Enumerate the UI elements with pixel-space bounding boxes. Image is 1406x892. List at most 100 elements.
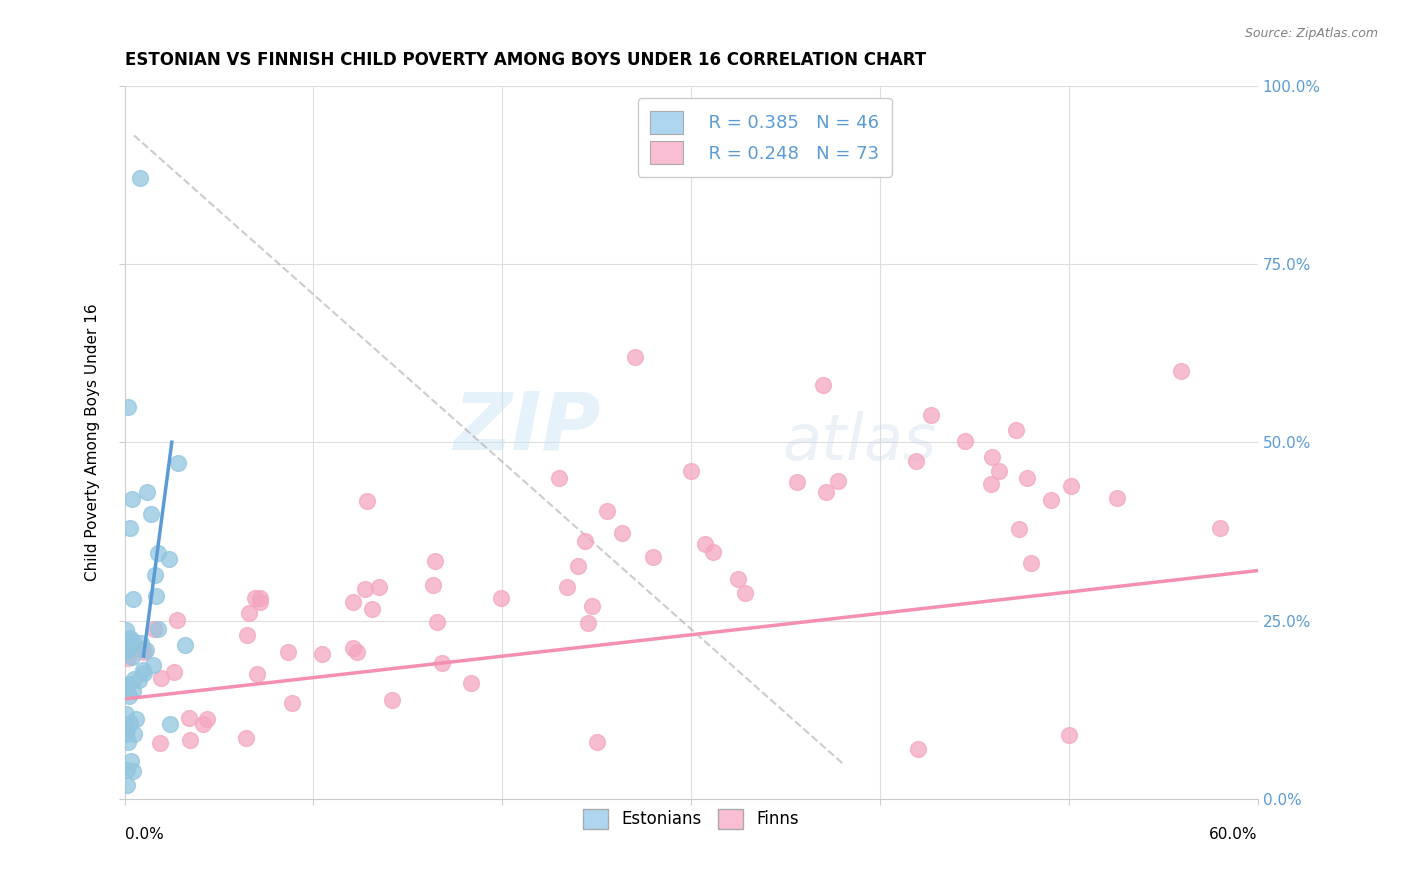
Point xyxy=(567,558,589,573)
Point xyxy=(786,475,808,489)
Point xyxy=(426,615,449,630)
Point xyxy=(249,595,271,609)
Point xyxy=(177,710,200,724)
Text: atlas: atlas xyxy=(782,411,936,473)
Point xyxy=(432,656,454,670)
Point xyxy=(907,742,929,756)
Point xyxy=(118,632,141,646)
Point xyxy=(681,464,703,478)
Point xyxy=(727,572,749,586)
Point xyxy=(354,582,377,596)
Point xyxy=(612,525,634,540)
Point xyxy=(734,586,756,600)
Point xyxy=(596,504,619,518)
Point xyxy=(425,554,447,568)
Point xyxy=(159,717,181,731)
Point xyxy=(120,754,142,768)
Point xyxy=(920,408,942,422)
Point xyxy=(128,171,150,186)
Point xyxy=(238,607,260,621)
Point xyxy=(117,643,139,657)
Point xyxy=(115,643,138,657)
Point xyxy=(1039,492,1062,507)
Point xyxy=(115,727,138,741)
Point xyxy=(115,763,138,777)
Point xyxy=(122,727,145,741)
Point xyxy=(813,378,835,392)
Point xyxy=(132,641,155,656)
Point xyxy=(368,581,391,595)
Point xyxy=(146,546,169,560)
Point xyxy=(342,595,364,609)
Text: 60.0%: 60.0% xyxy=(1209,828,1258,842)
Y-axis label: Child Poverty Among Boys Under 16: Child Poverty Among Boys Under 16 xyxy=(86,303,100,581)
Point xyxy=(236,628,259,642)
Text: ESTONIAN VS FINNISH CHILD POVERTY AMONG BOYS UNDER 16 CORRELATION CHART: ESTONIAN VS FINNISH CHILD POVERTY AMONG … xyxy=(125,51,925,69)
Point xyxy=(139,507,162,521)
Point xyxy=(195,712,218,726)
Point xyxy=(115,681,138,696)
Point xyxy=(243,591,266,605)
Point xyxy=(623,350,645,364)
Point xyxy=(953,434,976,449)
Point xyxy=(249,591,271,606)
Point xyxy=(281,697,304,711)
Point xyxy=(1008,522,1031,536)
Point xyxy=(167,456,190,470)
Point xyxy=(117,677,139,691)
Point xyxy=(163,665,186,680)
Point xyxy=(548,471,571,485)
Point xyxy=(120,716,142,731)
Point xyxy=(122,634,145,648)
Point xyxy=(460,675,482,690)
Point xyxy=(122,683,145,698)
Point xyxy=(142,658,165,673)
Point xyxy=(149,736,172,750)
Point xyxy=(145,590,167,604)
Point xyxy=(128,673,150,687)
Point xyxy=(115,718,138,732)
Point xyxy=(191,717,214,731)
Point xyxy=(136,485,159,500)
Point xyxy=(148,622,170,636)
Point xyxy=(179,733,201,747)
Point xyxy=(135,643,157,657)
Point xyxy=(118,638,141,652)
Point xyxy=(121,492,143,507)
Text: ZIP: ZIP xyxy=(453,389,600,467)
Point xyxy=(581,599,603,614)
Point xyxy=(131,635,153,649)
Point xyxy=(149,671,172,685)
Point xyxy=(1019,557,1042,571)
Point xyxy=(1060,479,1083,493)
Point xyxy=(576,616,599,631)
Point xyxy=(980,450,1002,464)
Point xyxy=(361,602,384,616)
Point xyxy=(121,650,143,665)
Point xyxy=(124,672,146,686)
Point xyxy=(827,475,849,489)
Point xyxy=(132,666,155,681)
Point xyxy=(641,550,664,565)
Point xyxy=(134,645,156,659)
Point xyxy=(491,591,513,605)
Point xyxy=(245,667,267,681)
Point xyxy=(132,663,155,677)
Point xyxy=(422,578,444,592)
Point xyxy=(235,731,257,746)
Point xyxy=(115,723,138,737)
Point xyxy=(311,648,333,662)
Point xyxy=(157,551,180,566)
Point xyxy=(702,545,724,559)
Point xyxy=(1057,728,1080,742)
Point xyxy=(980,476,1002,491)
Point xyxy=(277,645,299,659)
Point xyxy=(1170,364,1192,378)
Point xyxy=(118,689,141,703)
Point xyxy=(814,485,837,500)
Point xyxy=(1004,423,1026,437)
Point xyxy=(585,735,607,749)
Point xyxy=(120,521,142,535)
Point xyxy=(122,764,145,779)
Point xyxy=(166,613,188,627)
